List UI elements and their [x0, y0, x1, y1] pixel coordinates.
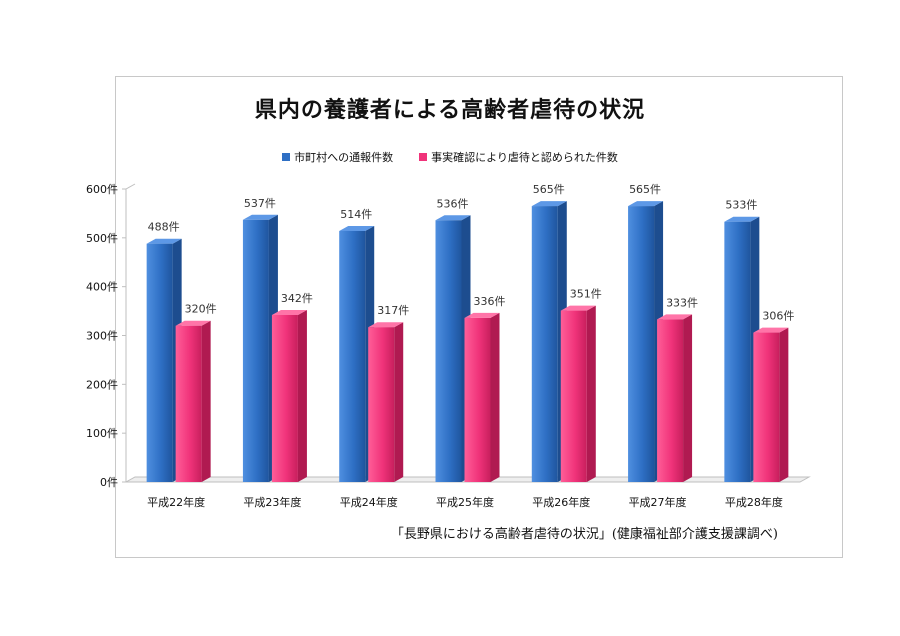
x-tick-label: 平成25年度 [436, 495, 494, 509]
data-label: 333件 [666, 296, 698, 309]
bar-reports [435, 220, 462, 482]
data-label: 565件 [629, 183, 661, 196]
data-label: 336件 [474, 295, 506, 308]
y-tick-label: 200件 [86, 378, 118, 391]
bar-top [531, 201, 567, 207]
bar-confirmed [175, 325, 202, 482]
data-label: 514件 [340, 208, 372, 221]
bar-confirmed [368, 327, 395, 482]
data-label: 488件 [148, 221, 180, 234]
legend-swatch-reports [282, 153, 291, 161]
bar-side [683, 314, 693, 482]
bar-top [657, 314, 693, 320]
chart-title: 県内の養護者による高齢者虐待の状況 [254, 98, 646, 123]
x-tick-label: 平成27年度 [629, 495, 687, 509]
bar-reports [628, 206, 655, 482]
bar-confirmed [271, 314, 298, 482]
data-label: 320件 [185, 303, 217, 316]
source-note: 「長野県における高齢者虐待の状況」(健康福祉部介護支援課調べ) [390, 527, 778, 542]
bar-top [242, 214, 278, 220]
y-tick-label: 100件 [86, 427, 118, 440]
bar-reports [339, 230, 366, 482]
x-tick-label: 平成24年度 [340, 495, 398, 509]
y-tick-label: 400件 [86, 281, 118, 294]
legend: 市町村への通報件数 事実確認により虐待と認められた件数 [0, 149, 900, 165]
bar-top [175, 320, 211, 326]
legend-label-confirmed: 事実確認により虐待と認められた件数 [431, 151, 618, 164]
bar-top [753, 327, 789, 333]
x-tick-label: 平成28年度 [725, 495, 783, 509]
y-tick-label: 500件 [86, 232, 118, 245]
bar-top [464, 312, 500, 318]
data-label: 306件 [762, 310, 794, 323]
bar-top [146, 238, 182, 244]
legend-item-confirmed: 事実確認により虐待と認められた件数 [419, 149, 618, 165]
bar-reports [531, 206, 558, 482]
y-axis-top-edge [125, 183, 136, 190]
bar-reports [242, 219, 269, 482]
bar-side [779, 327, 789, 482]
x-tick-label: 平成23年度 [243, 495, 301, 509]
data-label: 537件 [244, 197, 276, 210]
bar-confirmed [464, 317, 491, 482]
bar-confirmed [560, 310, 587, 482]
bar-top [628, 201, 664, 207]
legend-item-reports: 市町村への通報件数 [282, 149, 393, 165]
bar-reports [146, 243, 173, 482]
bar-top [724, 216, 760, 222]
bar-side [586, 305, 596, 482]
y-tick-label: 0件 [100, 476, 118, 489]
bar-side [394, 322, 404, 482]
y-tick-label: 600件 [86, 183, 118, 196]
bar-top [560, 305, 596, 311]
data-label: 342件 [281, 292, 313, 305]
bar-top [435, 215, 471, 221]
bar-confirmed [657, 319, 684, 482]
bar-layer [146, 201, 789, 483]
bar-side [490, 312, 500, 482]
bar-top [339, 225, 375, 231]
bar-reports [724, 221, 751, 483]
bar-side [297, 309, 307, 482]
bar-top [271, 309, 307, 315]
data-label: 351件 [570, 288, 602, 301]
bar-top [368, 322, 404, 328]
data-label: 533件 [725, 199, 757, 212]
x-tick-label: 平成26年度 [532, 495, 590, 509]
bar-side [201, 320, 211, 482]
data-label: 317件 [377, 304, 409, 317]
data-label: 536件 [437, 197, 469, 210]
x-tick-label: 平成22年度 [147, 495, 205, 509]
legend-swatch-confirmed [419, 153, 428, 161]
legend-label-reports: 市町村への通報件数 [294, 151, 394, 164]
y-tick-label: 300件 [86, 330, 118, 343]
data-label: 565件 [533, 183, 565, 196]
bar-confirmed [753, 332, 780, 482]
